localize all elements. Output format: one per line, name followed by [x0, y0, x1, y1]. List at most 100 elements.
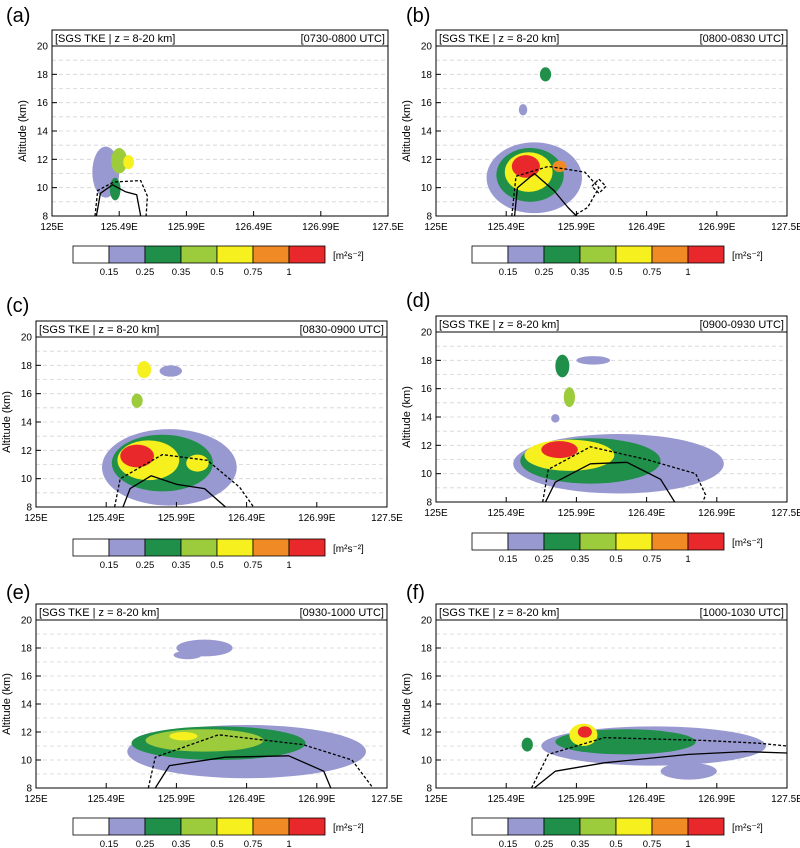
x-tick-label: 125.99E: [168, 222, 206, 233]
colorbar-label: 1: [685, 554, 690, 565]
title-left: [SGS TKE | z = 8-20 km]: [55, 33, 175, 45]
x-tick-label: 125.99E: [158, 794, 196, 805]
colorbar-swatch: [108, 538, 146, 557]
panel-d: (d) [SGS TKE | z = 8-20 km] [0900-0930 UTC…: [401, 290, 800, 565]
y-tick-label: 18: [37, 70, 49, 81]
colorbar-swatch: [471, 532, 509, 551]
y-tick-label: 14: [421, 127, 433, 138]
colorbar-label: 0.15: [100, 267, 119, 278]
colorbar-swatch: [216, 245, 254, 264]
colorbar-swatch: [615, 245, 653, 264]
colorbar-label: 1: [685, 839, 690, 848]
colorbar-swatch: [579, 817, 617, 836]
colorbar-swatch: [471, 245, 509, 264]
contours: [530, 736, 787, 788]
colorbar-swatch: [687, 245, 725, 264]
y-tick-label: 10: [421, 183, 433, 194]
colorbar-label: 0.25: [136, 839, 155, 848]
colorbar-swatch: [507, 817, 545, 836]
colorbar-swatch: [507, 532, 545, 551]
tke-blob: [131, 393, 143, 408]
title-left: [SGS TKE | z = 8-20 km]: [39, 324, 159, 336]
colorbar: 0.15 0.25 0.35 0.5 0.75 1 [m²s⁻²]: [72, 245, 364, 278]
contour-solid: [513, 172, 577, 216]
y-tick-label: 10: [421, 756, 433, 767]
y-tick-label: 18: [421, 644, 433, 655]
x-tick-label: 126.49E: [628, 222, 666, 233]
y-tick-label: 14: [21, 418, 33, 429]
x-tick-label: 126.49E: [235, 222, 273, 233]
x-tick-label: 125.99E: [558, 508, 596, 519]
colorbar-label: 0.75: [244, 560, 263, 571]
y-tick-label: 10: [21, 474, 33, 485]
colorbar-label: 1: [286, 267, 291, 278]
colorbar-unit: [m²s⁻²]: [732, 823, 763, 834]
colorbar-label: 0.75: [643, 267, 662, 278]
y-tick-label: 12: [21, 728, 33, 739]
panel-e: (e) [SGS TKE | z = 8-20 km] [0930-1000 UTC…: [1, 582, 403, 848]
colorbar-swatch: [579, 532, 617, 551]
panel-b: (b) [SGS TKE | z = 8-20 km] [0800-0830 UTC…: [401, 5, 800, 278]
tke-blob: [541, 441, 578, 459]
colorbar-label: 0.25: [535, 267, 554, 278]
tke-blob: [576, 356, 611, 365]
x-tick-label: 126.99E: [698, 222, 736, 233]
colorbar-label: 0.75: [244, 839, 263, 848]
tke-blob: [552, 160, 567, 173]
colorbar-label: 0.5: [609, 267, 622, 278]
panel-letter: (c): [6, 295, 29, 317]
panel-letter: (a): [6, 5, 30, 27]
panel-letter: (d): [406, 290, 430, 312]
x-tick-label: 125E: [424, 794, 448, 805]
colorbar-label: 1: [685, 267, 690, 278]
tke-blob: [169, 732, 198, 741]
tke-blob: [186, 454, 209, 472]
colorbar-swatch: [180, 538, 218, 557]
x-tick-label: 125.49E: [101, 222, 139, 233]
x-tick-label: 127.5E: [371, 513, 403, 524]
y-tick-label: 10: [21, 756, 33, 767]
colorbar-label: 0.35: [571, 267, 590, 278]
colorbar-swatch: [180, 245, 218, 264]
x-tick-label: 125E: [424, 508, 448, 519]
y-tick-label: 16: [421, 672, 433, 683]
colorbar-swatch: [144, 538, 182, 557]
x-tick-label: 125.99E: [158, 513, 196, 524]
colorbar-label: 0.35: [571, 839, 590, 848]
colorbar-swatch: [543, 245, 581, 264]
y-tick-label: 16: [37, 98, 49, 109]
x-tick-label: 125.49E: [88, 513, 126, 524]
y-tick-label: 16: [21, 389, 33, 400]
tke-blob: [137, 361, 152, 379]
x-tick-label: 125.99E: [558, 794, 596, 805]
panel-letter: (e): [6, 582, 30, 604]
y-axis-label: Altitude (km): [401, 386, 413, 448]
contour-solid: [533, 750, 787, 788]
colorbar-swatch: [651, 532, 689, 551]
x-tick-label: 127.5E: [771, 794, 800, 805]
colorbar-swatch: [252, 538, 290, 557]
tke-blob: [551, 414, 560, 423]
x-tick-label: 126.49E: [228, 794, 266, 805]
tke-blob: [555, 354, 570, 378]
x-tick-label: 125E: [24, 513, 48, 524]
tke-blob: [173, 650, 202, 660]
y-tick-label: 10: [421, 469, 433, 480]
tke-blob: [159, 365, 183, 377]
colorbar-label: 0.35: [172, 267, 191, 278]
colorbar-label: 0.25: [136, 267, 155, 278]
panel-f: (f) [SGS TKE | z = 8-20 km] [1000-1030 UTC…: [401, 582, 800, 848]
colorbar: 0.15 0.25 0.35 0.5 0.75 1 [m²s⁻²]: [471, 532, 763, 565]
y-tick-label: 16: [421, 384, 433, 395]
colorbar-swatch: [216, 817, 254, 836]
colorbar-swatch: [288, 817, 326, 836]
y-tick-label: 16: [421, 98, 433, 109]
y-tick-label: 8: [26, 503, 32, 514]
colorbar-swatch: [144, 245, 182, 264]
tke-blob: [539, 67, 552, 82]
colorbar-label: 0.5: [609, 554, 622, 565]
y-tick-label: 20: [21, 333, 33, 344]
title-left: [SGS TKE | z = 8-20 km]: [439, 33, 559, 45]
tke-fields: [92, 146, 134, 201]
colorbar-swatch: [144, 817, 182, 836]
